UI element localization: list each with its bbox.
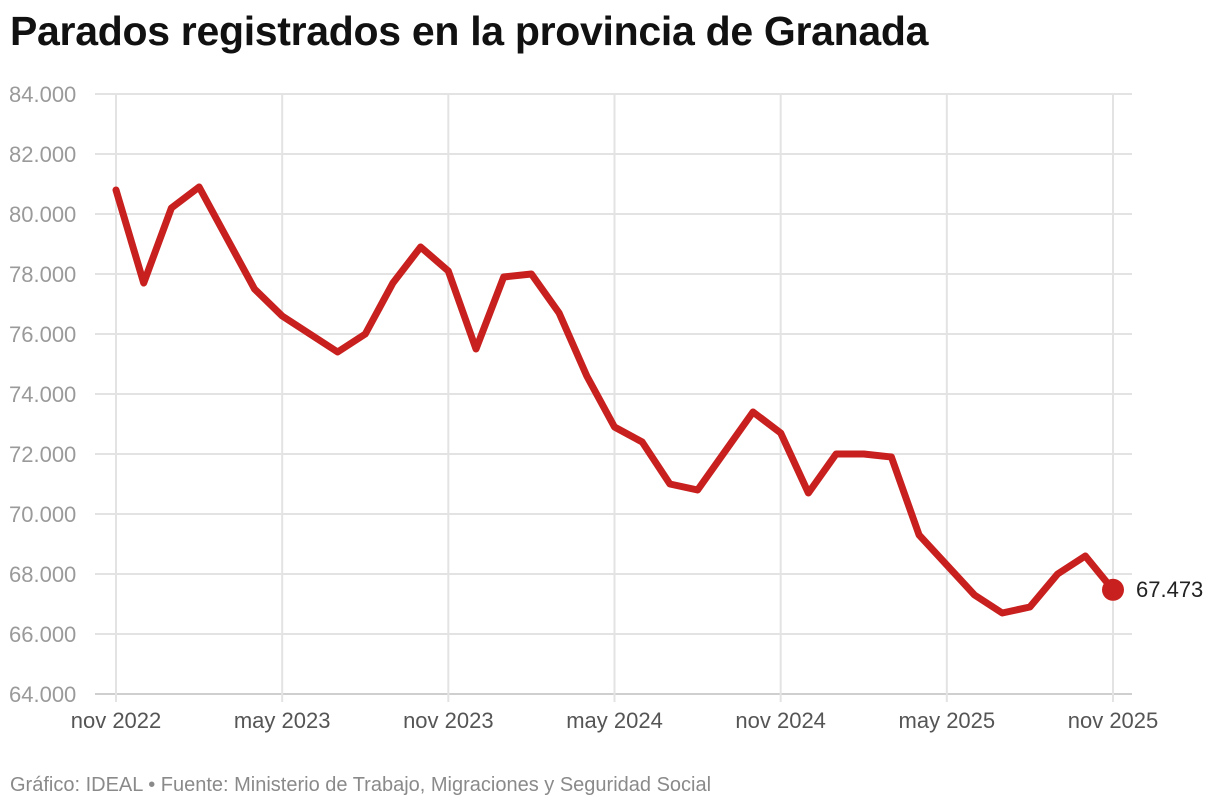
series-layer: 67.473 bbox=[112, 183, 1203, 617]
y-tick-label: 68.000 bbox=[9, 562, 76, 587]
x-tick-label: nov 2022 bbox=[71, 708, 162, 733]
y-tick-label: 80.000 bbox=[9, 202, 76, 227]
series-line bbox=[112, 183, 1117, 617]
y-tick-label: 66.000 bbox=[9, 622, 76, 647]
chart-title: Parados registrados en la provincia de G… bbox=[10, 8, 929, 54]
x-axis-ticks: nov 2022 may 2023 nov 2023 may 2024 nov 2024… bbox=[71, 708, 1159, 733]
y-tick-label: 78.000 bbox=[9, 262, 76, 287]
x-tick-label: nov 2025 bbox=[1068, 708, 1159, 733]
y-tick-label: 74.000 bbox=[9, 382, 76, 407]
y-tick-label: 64.000 bbox=[9, 682, 76, 707]
x-tick-label: may 2023 bbox=[234, 708, 331, 733]
end-value-label: 67.473 bbox=[1136, 577, 1203, 602]
x-gridlines bbox=[115, 94, 1114, 702]
y-tick-label: 76.000 bbox=[9, 322, 76, 347]
y-tick-label: 72.000 bbox=[9, 442, 76, 467]
y-tick-label: 84.000 bbox=[9, 82, 76, 107]
x-tick-label: nov 2024 bbox=[735, 708, 826, 733]
line-chart: 84.000 82.000 80.000 78.000 76.000 74.000 72.0… bbox=[9, 82, 1203, 733]
source-footer: Gráfico: IDEAL • Fuente: Ministerio de T… bbox=[10, 774, 712, 796]
end-point-marker bbox=[1102, 578, 1124, 601]
y-tick-label: 70.000 bbox=[9, 502, 76, 527]
x-tick-label: may 2024 bbox=[566, 708, 663, 733]
y-axis-ticks: 84.000 82.000 80.000 78.000 76.000 74.000 72.0… bbox=[9, 82, 76, 707]
x-tick-label: may 2025 bbox=[899, 708, 996, 733]
y-tick-label: 82.000 bbox=[9, 142, 76, 167]
x-tick-label: nov 2023 bbox=[403, 708, 494, 733]
